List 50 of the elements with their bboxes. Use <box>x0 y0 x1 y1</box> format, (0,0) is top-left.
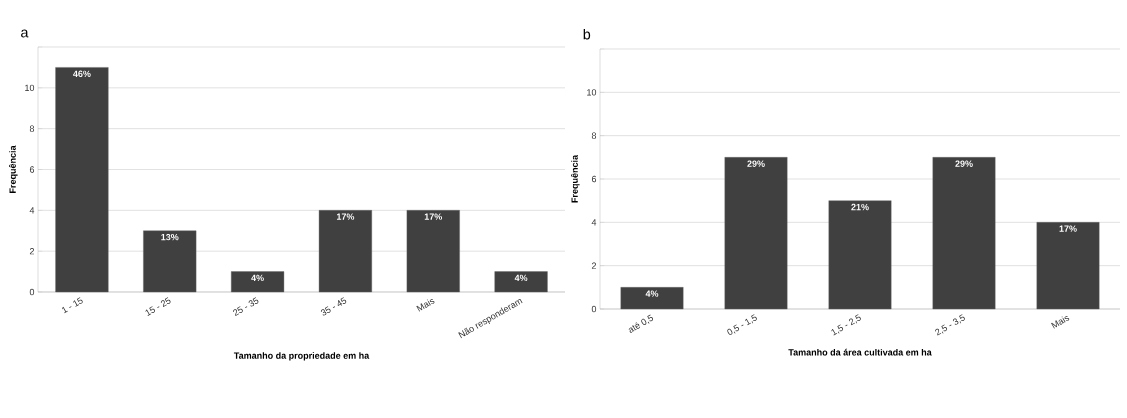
y-tick-label: 2 <box>29 248 35 255</box>
y-axis-title: Frequência <box>9 145 18 193</box>
annotation: 13% <box>161 233 179 241</box>
y-tick-label: 6 <box>29 166 35 173</box>
x-tick-label: 1 - 15 <box>61 297 83 314</box>
x-tick-label: até 0,5 <box>628 314 654 333</box>
bar <box>620 287 684 310</box>
y-tick-label: 10 <box>25 84 35 92</box>
x-tick-label: 2,5 - 3,5 <box>935 314 965 336</box>
x-tick-label: 1,5 - 2,5 <box>831 314 861 336</box>
y-tick-label: 4 <box>29 207 35 214</box>
annotation: 17% <box>424 213 443 220</box>
y-axis-title: Frequência <box>571 154 580 203</box>
annotation: 4% <box>514 274 528 282</box>
y-tick-label: 0 <box>29 288 35 296</box>
bar <box>318 210 372 293</box>
annotation: 29% <box>955 160 973 167</box>
x-tick-label: 0,5 - 1,5 <box>727 314 757 335</box>
bar <box>828 200 892 310</box>
x-tick-label: Mais <box>1051 316 1070 329</box>
x-tick-label: 15 - 25 <box>145 297 171 316</box>
annotation: 21% <box>851 203 869 211</box>
bar <box>932 157 996 310</box>
y-tick-label: 6 <box>591 175 597 183</box>
x-tick-label: Mais <box>416 299 435 312</box>
y-tick-label: 10 <box>587 89 597 96</box>
x-axis-title: Tamanho da propriedade em ha <box>233 352 370 361</box>
bar <box>494 271 548 293</box>
annotation: 17% <box>1059 225 1077 232</box>
y-tick-label: 8 <box>29 125 35 132</box>
x-tick-label: 25 - 35 <box>233 297 259 317</box>
annotation: 46% <box>73 70 91 77</box>
x-axis-title: Tamanho da área cultivada em ha <box>788 348 932 356</box>
y-tick-label: 0 <box>591 305 597 313</box>
bar <box>1036 222 1100 310</box>
bar <box>231 271 285 293</box>
chart-title: b <box>583 28 591 40</box>
chart-title: a <box>21 29 29 38</box>
y-tick-label: 8 <box>591 132 597 139</box>
bar <box>406 210 460 293</box>
bar <box>143 230 197 293</box>
annotation: 29% <box>747 160 765 167</box>
bar <box>55 67 109 293</box>
annotation: 4% <box>251 274 264 282</box>
bar <box>724 157 788 310</box>
annotation: 17% <box>336 213 355 220</box>
annotation: 4% <box>645 290 659 297</box>
y-tick-label: 2 <box>591 262 597 269</box>
y-tick-label: 4 <box>591 219 597 226</box>
x-tick-label: 35 - 45 <box>320 297 347 316</box>
